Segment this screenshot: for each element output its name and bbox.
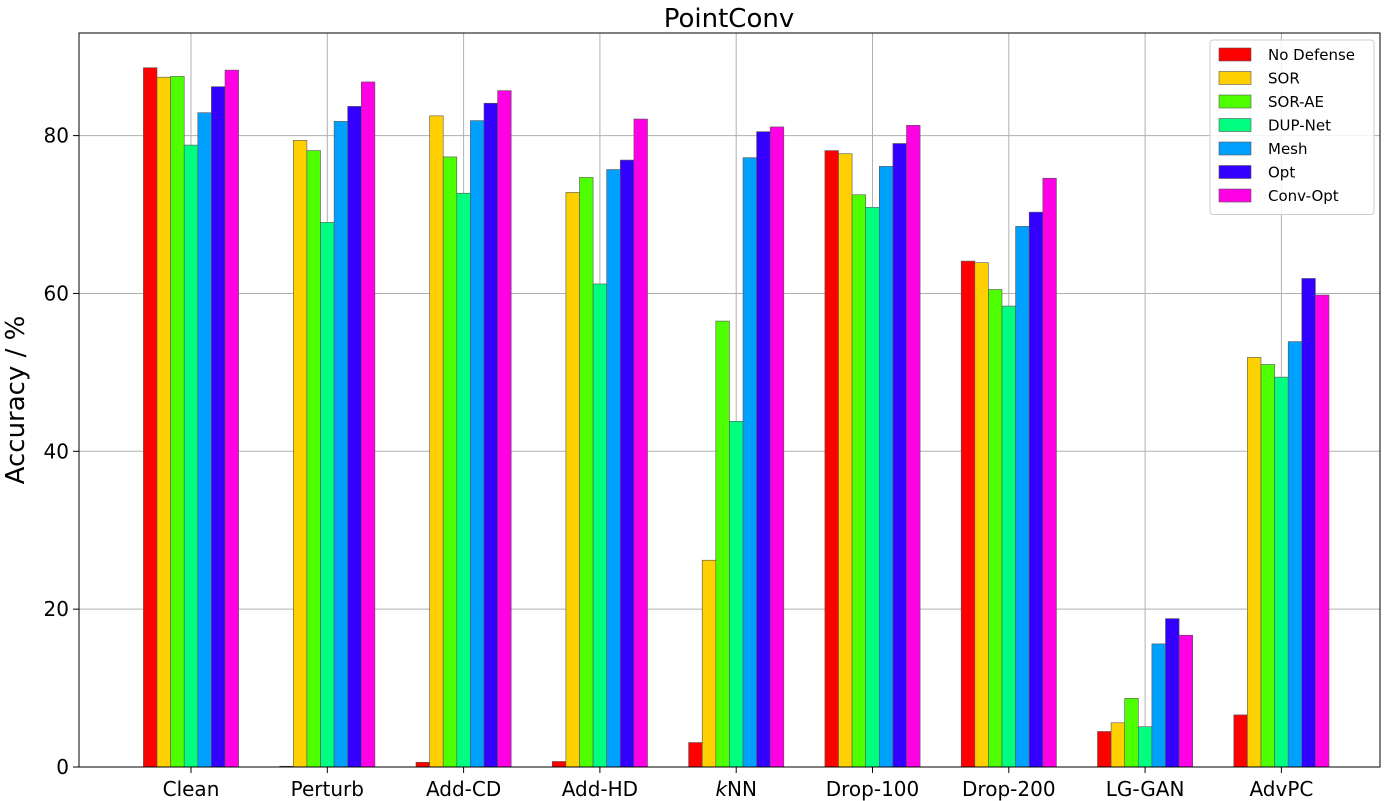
bar-dup-net-perturb — [320, 222, 335, 768]
bar-dup-net-drop-100 — [865, 207, 880, 768]
x-tick-label: Drop-100 — [826, 777, 920, 801]
bar-dup-net-drop-200 — [1001, 305, 1016, 768]
x-tick-label: AdvPC — [1249, 777, 1313, 801]
bar-sor-ae-drop-200 — [988, 289, 1003, 768]
bar-mesh-drop-200 — [1015, 226, 1030, 768]
bar-conv-opt-add-hd — [633, 118, 648, 768]
bar-opt-add-hd — [619, 159, 635, 768]
bar-mesh-perturb — [333, 121, 349, 768]
legend-swatch — [1218, 165, 1252, 179]
bar-no-defense-lg-gan — [1097, 731, 1112, 768]
bar-no-defense-knn — [688, 742, 703, 768]
bar-mesh-clean — [197, 112, 212, 768]
bar-sor-drop-200 — [974, 262, 989, 768]
bar-sor-clean — [156, 76, 171, 768]
legend-label: DUP-Net — [1268, 117, 1331, 135]
bar-sor-add-hd — [565, 192, 580, 768]
bar-sor-ae-add-cd — [442, 156, 458, 768]
bar-dup-net-knn — [729, 421, 744, 768]
bar-conv-opt-drop-100 — [906, 125, 921, 768]
bar-sor-lg-gan — [1110, 722, 1125, 768]
legend-swatch — [1218, 188, 1252, 203]
bar-mesh-knn — [742, 157, 757, 768]
legend-swatch — [1218, 47, 1252, 62]
bar-sor-perturb — [292, 140, 308, 768]
x-tick-label: Add-CD — [426, 777, 501, 801]
x-axis-ticks: Clean Perturb Add-CD Add-HD kNN Drop-100 Drop-… — [163, 767, 1313, 801]
bar-opt-clean — [211, 86, 226, 768]
y-tick-label: 60 — [44, 281, 69, 305]
bar-mesh-add-cd — [470, 120, 485, 768]
x-tick-label: Drop-200 — [962, 777, 1056, 801]
legend-label: Opt — [1268, 164, 1295, 182]
bar-sor-drop-100 — [838, 153, 853, 768]
x-tick-label: LG-GAN — [1106, 777, 1185, 801]
bar-dup-net-add-hd — [592, 283, 607, 768]
y-tick-label: 20 — [44, 597, 69, 621]
bar-mesh-advpc — [1287, 341, 1303, 768]
bar-conv-opt-clean — [224, 69, 239, 768]
bar-dup-net-add-cd — [456, 192, 471, 768]
bar-opt-knn — [756, 131, 771, 768]
bar-sor-ae-drop-100 — [851, 194, 866, 768]
bar-dup-net-advpc — [1274, 376, 1289, 768]
bar-sor-advpc — [1247, 357, 1262, 768]
y-tick-label: 40 — [44, 439, 69, 463]
y-axis-ticks: 0 20 40 60 80 — [44, 124, 79, 779]
bar-sor-ae-perturb — [306, 150, 321, 768]
legend-label: Mesh — [1268, 140, 1308, 158]
bar-dup-net-lg-gan — [1138, 726, 1153, 768]
chart-title: PointConv — [664, 4, 794, 34]
bar-opt-drop-100 — [892, 143, 907, 768]
legend-label: SOR — [1268, 70, 1300, 88]
bar-conv-opt-perturb — [360, 81, 376, 768]
bar-conv-opt-drop-200 — [1042, 177, 1057, 768]
y-tick-label: 0 — [56, 755, 69, 779]
bar-no-defense-add-cd — [415, 761, 430, 768]
bar-dup-net-clean — [183, 144, 199, 768]
legend-label: SOR-AE — [1268, 93, 1324, 111]
bar-conv-opt-lg-gan — [1178, 634, 1193, 768]
legend-swatch — [1218, 94, 1252, 109]
y-axis-label: Accuracy / % — [1, 316, 31, 485]
bar-opt-advpc — [1301, 278, 1316, 768]
bar-opt-add-cd — [483, 102, 498, 768]
legend: No Defense SOR SOR-AE DUP-Net Mesh Opt Conv-Op… — [1209, 39, 1375, 215]
bar-sor-ae-advpc — [1260, 364, 1275, 768]
bar-mesh-lg-gan — [1151, 643, 1166, 768]
bar-opt-lg-gan — [1165, 618, 1180, 768]
bar-no-defense-advpc — [1233, 714, 1248, 768]
bar-opt-drop-200 — [1028, 211, 1044, 768]
plot-frame — [78, 32, 1381, 768]
bar-conv-opt-advpc — [1315, 294, 1330, 768]
bar-sor-ae-clean — [170, 76, 185, 768]
x-tick-label: Clean — [163, 777, 220, 801]
x-tick-label: Perturb — [291, 777, 364, 801]
bar-conv-opt-knn — [769, 126, 785, 768]
x-tick-label: Add-HD — [562, 777, 638, 801]
bar-sor-ae-knn — [715, 320, 730, 768]
bar-no-defense-clean — [143, 67, 158, 768]
legend-swatch — [1218, 71, 1252, 85]
legend-label: Conv-Opt — [1268, 187, 1339, 205]
bar-sor-ae-add-hd — [579, 177, 594, 768]
bar-mesh-drop-100 — [878, 166, 894, 768]
legend-swatch — [1218, 118, 1252, 132]
bar-sor-knn — [701, 559, 717, 768]
x-tick-label: kNN — [715, 777, 757, 801]
bar-no-defense-add-hd — [551, 761, 567, 768]
bar-no-defense-drop-200 — [960, 260, 976, 768]
bar-opt-perturb — [347, 106, 362, 768]
legend-label: No Defense — [1268, 46, 1355, 64]
y-tick-label: 80 — [44, 124, 69, 148]
bar-sor-ae-lg-gan — [1124, 698, 1139, 768]
bar-sor-add-cd — [429, 115, 444, 768]
legend-swatch — [1218, 141, 1252, 156]
bar-no-defense-drop-100 — [824, 150, 839, 768]
bar-mesh-add-hd — [606, 169, 621, 768]
bar-conv-opt-add-cd — [497, 90, 512, 768]
